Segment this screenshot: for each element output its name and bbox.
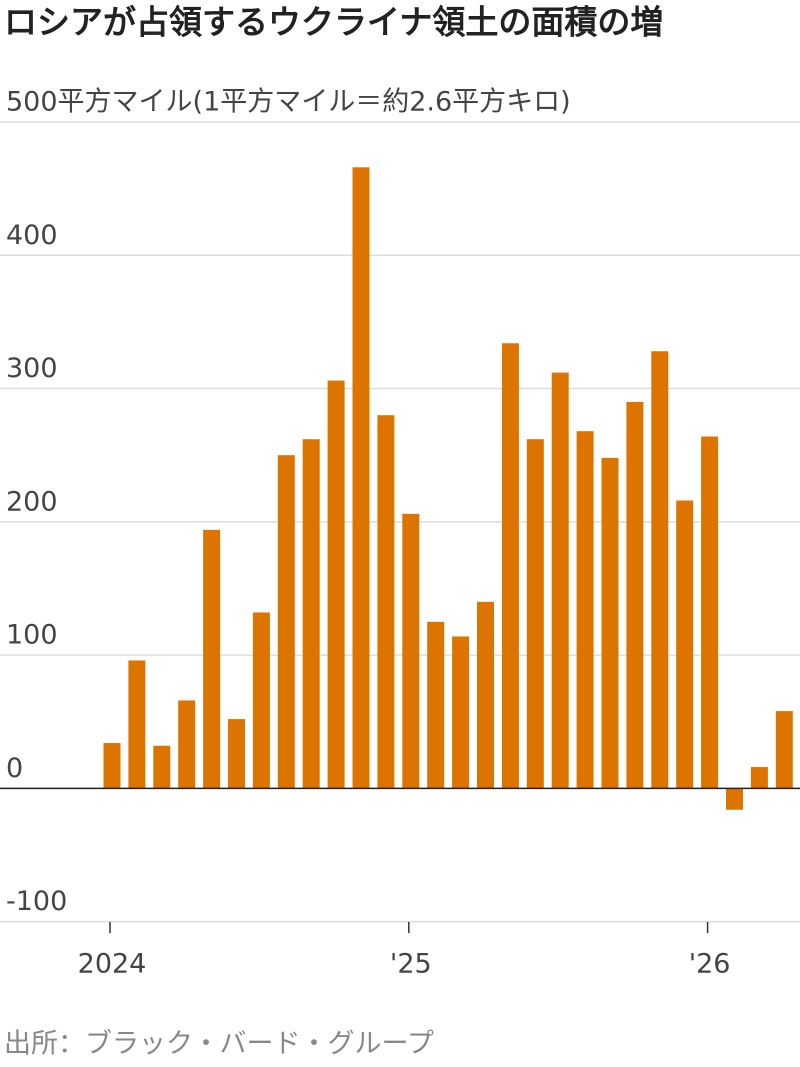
bar xyxy=(203,529,221,789)
x-tick-label: 2024 xyxy=(78,949,147,980)
y-tick-label: 100 xyxy=(6,620,58,651)
bar xyxy=(427,621,445,789)
y-tick-label: 200 xyxy=(6,486,58,517)
bar xyxy=(601,457,619,789)
bar xyxy=(750,767,768,789)
y-tick-label: 0 xyxy=(6,753,23,784)
y-tick-label: 400 xyxy=(6,220,58,251)
bar xyxy=(551,372,569,789)
y-tick-label: 300 xyxy=(6,353,58,384)
bar xyxy=(178,700,196,789)
bar xyxy=(452,636,470,789)
bar xyxy=(352,167,370,789)
bar xyxy=(327,380,345,789)
bar xyxy=(775,711,793,789)
bar xyxy=(526,439,544,789)
bar xyxy=(103,743,121,789)
y-tick-label: -100 xyxy=(6,886,67,917)
bar xyxy=(252,612,270,789)
bar xyxy=(377,415,395,789)
bar xyxy=(626,401,644,789)
bar xyxy=(501,343,519,789)
bar xyxy=(277,455,295,789)
x-tick-label: '25 xyxy=(390,949,432,980)
bar xyxy=(128,660,146,789)
source: 出所：ブラック・バード・グループ xyxy=(4,1029,434,1060)
bar xyxy=(477,601,494,789)
bar xyxy=(302,439,320,789)
bar xyxy=(228,719,245,789)
bar xyxy=(651,351,669,789)
bar xyxy=(676,500,694,789)
bar xyxy=(576,431,594,789)
bar xyxy=(701,436,719,789)
chart-title: ロシアが占領するウクライナ領土の面積の増 xyxy=(4,3,663,42)
bar xyxy=(726,788,743,810)
bar xyxy=(402,513,420,789)
x-tick-label: '26 xyxy=(689,949,731,980)
bar xyxy=(153,745,171,789)
y-tick-label: 500平方マイル(1平方マイル＝約2.6平方キロ) xyxy=(6,87,571,118)
